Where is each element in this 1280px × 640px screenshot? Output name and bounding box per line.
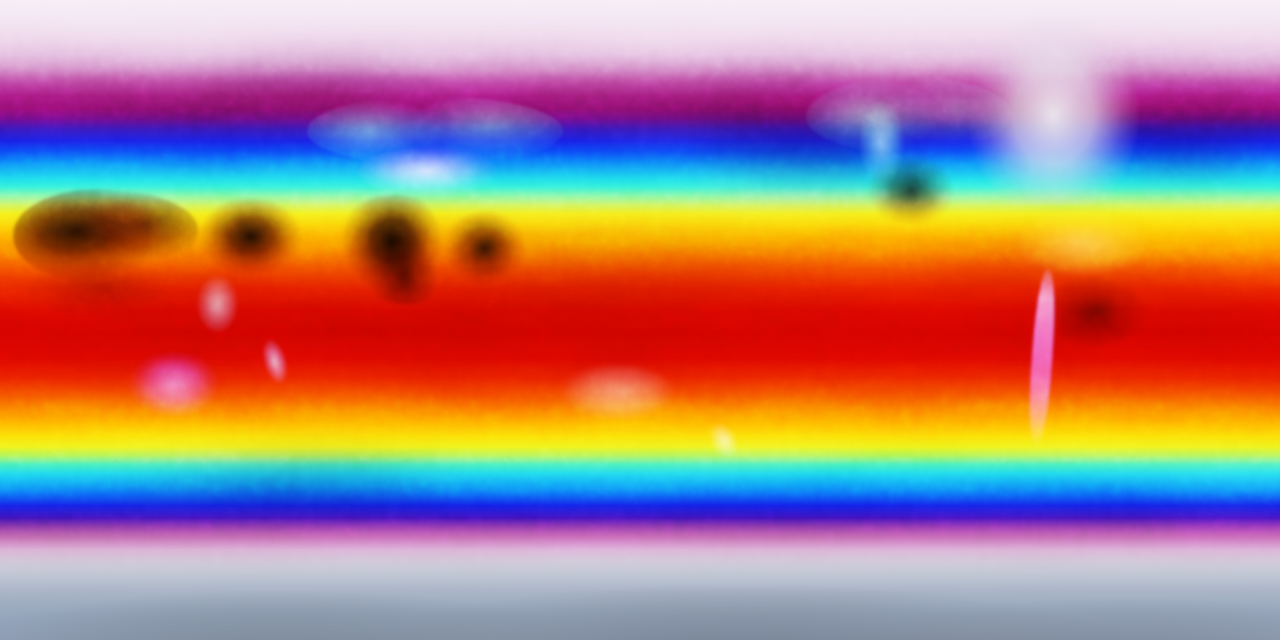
region-east-african-highlands	[192, 275, 244, 333]
region-central-asia	[307, 96, 564, 167]
region-new-zealand	[703, 418, 746, 466]
region-indian-subcontinent	[339, 195, 455, 304]
region-antarctic-ice-sheet	[0, 518, 1280, 640]
region-southern-ocean	[102, 448, 487, 538]
region-andes-range	[1025, 268, 1059, 449]
region-indochina	[441, 211, 532, 288]
region-arabian-peninsula	[198, 198, 308, 276]
region-madagascar	[256, 336, 294, 387]
region-sahel	[25, 262, 180, 320]
region-arctic-ice-cap	[0, 0, 1280, 77]
region-north-atlantic-lobe	[1075, 83, 1280, 180]
region-canada-alaska	[806, 76, 1012, 154]
region-brazil-highlands	[1011, 211, 1152, 276]
region-southern-africa	[128, 352, 224, 416]
region-australia	[556, 364, 679, 423]
